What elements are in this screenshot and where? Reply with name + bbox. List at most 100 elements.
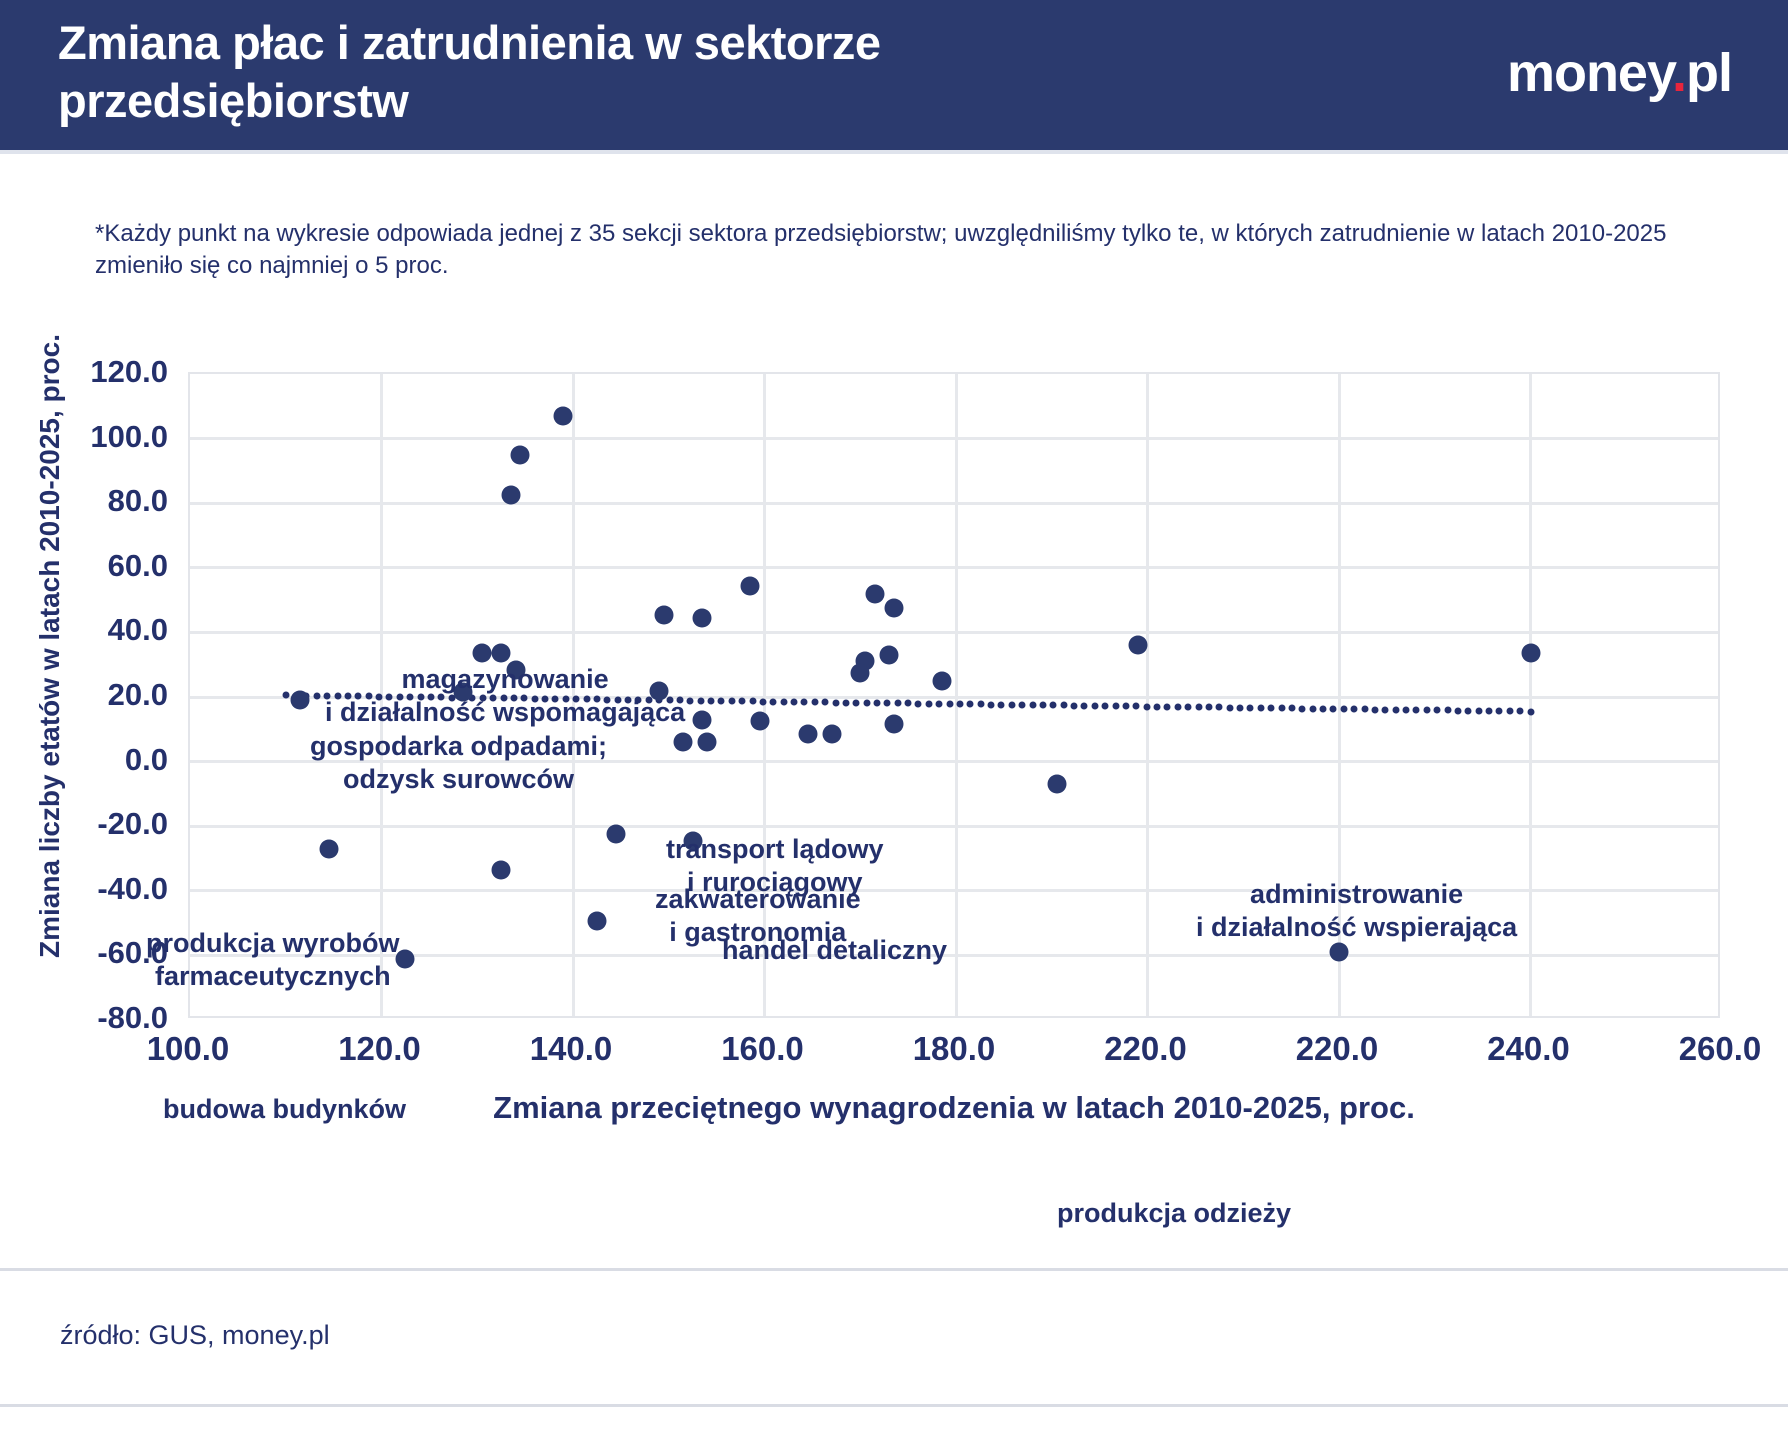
trendline-dot bbox=[1184, 703, 1192, 711]
annotation-line: handel detaliczny bbox=[722, 935, 948, 965]
data-point[interactable] bbox=[1329, 942, 1349, 962]
data-point[interactable] bbox=[587, 911, 607, 931]
data-point[interactable] bbox=[692, 608, 712, 628]
trendline-dot bbox=[344, 692, 352, 700]
trendline-dot bbox=[769, 698, 777, 706]
annotation-line: produkcja wyrobów bbox=[146, 928, 400, 958]
trendline-dot bbox=[1340, 705, 1348, 713]
annotation-gospodarka-odpadami: gospodarka odpadami; odzysk surowców bbox=[310, 730, 607, 796]
x-axis-tick-label: 220.0 bbox=[1104, 1030, 1187, 1067]
trendline-dot bbox=[313, 692, 321, 700]
data-point[interactable] bbox=[395, 949, 415, 969]
trendline-dot bbox=[1195, 703, 1203, 711]
page-header: Zmiana płac i zatrudnienia w sektorze pr… bbox=[0, 0, 1788, 150]
data-point[interactable] bbox=[692, 710, 712, 730]
trendline-dot bbox=[1309, 705, 1317, 713]
y-axis-tick-label: -40.0 bbox=[97, 870, 168, 906]
y-axis-tick-label: -20.0 bbox=[97, 806, 168, 842]
trendline-dot bbox=[1402, 706, 1410, 714]
data-point[interactable] bbox=[750, 711, 770, 731]
annotation-line: i działalność wspomagająca bbox=[325, 697, 686, 727]
data-point[interactable] bbox=[506, 660, 526, 680]
data-point[interactable] bbox=[865, 584, 885, 604]
y-axis-tick-label: 20.0 bbox=[107, 677, 168, 712]
gridline-horizontal bbox=[190, 695, 1718, 699]
data-point[interactable] bbox=[501, 485, 521, 505]
trendline-dot bbox=[1319, 705, 1327, 713]
gridline-horizontal bbox=[190, 437, 1718, 441]
data-point[interactable] bbox=[319, 839, 339, 859]
trendline-dot bbox=[375, 693, 383, 701]
data-point[interactable] bbox=[740, 576, 760, 596]
money-pl-logo: money.pl bbox=[1507, 42, 1733, 104]
y-axis-tick-label: 100.0 bbox=[90, 418, 168, 454]
data-point[interactable] bbox=[884, 598, 904, 618]
trendline-dot bbox=[396, 693, 404, 701]
trendline-dot bbox=[759, 698, 767, 706]
data-point[interactable] bbox=[510, 445, 530, 465]
trendline-dot bbox=[1080, 702, 1088, 710]
header-divider bbox=[0, 150, 1788, 154]
annotation-transport-ladowy: transport lądowy i rurociągowy bbox=[666, 833, 884, 899]
trendline-dot bbox=[531, 695, 539, 703]
gridline-vertical bbox=[1337, 374, 1341, 1016]
trendline-dot bbox=[1371, 706, 1379, 714]
data-point[interactable] bbox=[884, 714, 904, 734]
data-point[interactable] bbox=[683, 831, 703, 851]
data-point[interactable] bbox=[1128, 635, 1148, 655]
trendline-dot bbox=[1495, 707, 1503, 715]
trendline-dot bbox=[821, 698, 829, 706]
trendline-dot bbox=[707, 697, 715, 705]
scatter-chart: Zmiana liczby etatów w latach 2010-2025,… bbox=[0, 330, 1788, 1228]
trendline-dot bbox=[655, 696, 663, 704]
trendline-dot bbox=[1112, 702, 1120, 710]
trendline-dot bbox=[634, 696, 642, 704]
trendline-dot bbox=[1122, 702, 1130, 710]
gridline-horizontal bbox=[190, 889, 1718, 893]
data-point[interactable] bbox=[472, 643, 492, 663]
data-point[interactable] bbox=[798, 724, 818, 744]
data-point[interactable] bbox=[553, 406, 573, 426]
trendline-dot bbox=[1361, 705, 1369, 713]
data-point[interactable] bbox=[697, 732, 717, 752]
trendline-dot bbox=[406, 693, 414, 701]
annotation-line: i gastronomia bbox=[669, 917, 847, 947]
gridline-horizontal bbox=[190, 824, 1718, 828]
source-note: źródło: GUS, money.pl bbox=[60, 1320, 330, 1350]
annotation-line: zakwaterowanie bbox=[655, 884, 861, 914]
trendline-dot bbox=[593, 695, 601, 703]
annotation-line: budowa budynków bbox=[163, 1094, 406, 1124]
trendline-dot bbox=[790, 698, 798, 706]
data-point[interactable] bbox=[491, 860, 511, 880]
trendline-dot bbox=[1381, 706, 1389, 714]
data-point[interactable] bbox=[606, 824, 626, 844]
annotation-zakwaterowanie: zakwaterowanie i gastronomia bbox=[655, 883, 861, 949]
data-point[interactable] bbox=[1047, 774, 1067, 794]
trendline-dot bbox=[1060, 701, 1068, 709]
trendline-dot bbox=[583, 695, 591, 703]
data-point[interactable] bbox=[654, 605, 674, 625]
trendline-dot bbox=[385, 693, 393, 701]
trendline-dot bbox=[1412, 706, 1420, 714]
data-point[interactable] bbox=[649, 681, 669, 701]
data-point[interactable] bbox=[850, 663, 870, 683]
trendline-dot bbox=[1070, 702, 1078, 710]
trendline-dot bbox=[1444, 706, 1452, 714]
data-point[interactable] bbox=[290, 690, 310, 710]
data-point[interactable] bbox=[822, 724, 842, 744]
data-point[interactable] bbox=[932, 671, 952, 691]
trendline-dot bbox=[1215, 703, 1223, 711]
data-point[interactable] bbox=[491, 643, 511, 663]
logo-suffix-text: pl bbox=[1686, 43, 1733, 103]
data-point[interactable] bbox=[1521, 643, 1540, 663]
trendline-dot bbox=[1049, 701, 1057, 709]
data-point[interactable] bbox=[453, 682, 473, 702]
data-point[interactable] bbox=[879, 645, 899, 665]
trendline-dot bbox=[800, 698, 808, 706]
trendline-dot bbox=[479, 694, 487, 702]
gridline-vertical bbox=[571, 374, 575, 1016]
data-point[interactable] bbox=[673, 732, 693, 752]
logo-dot: . bbox=[1671, 43, 1687, 103]
trendline-dot bbox=[1174, 703, 1182, 711]
plot-area bbox=[188, 372, 1720, 1018]
